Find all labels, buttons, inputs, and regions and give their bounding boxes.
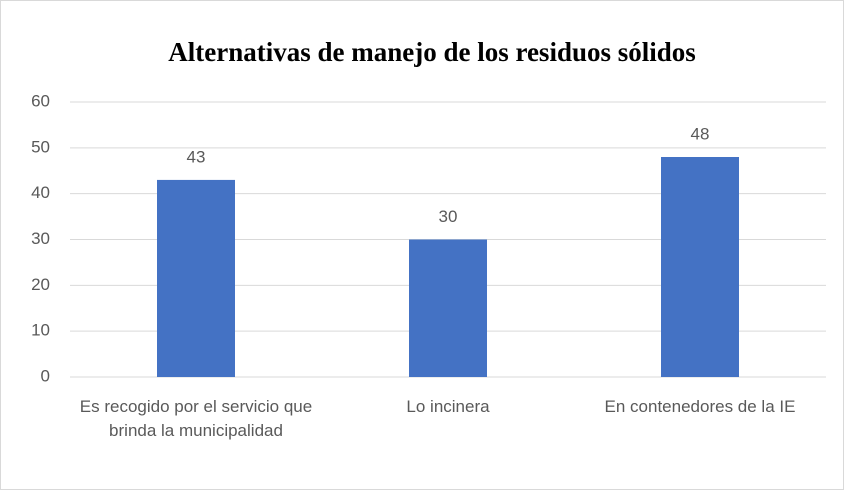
- x-tick-label: Lo incinera: [406, 397, 490, 416]
- y-tick-label: 20: [31, 275, 50, 294]
- x-tick-label: En contenedores de la IE: [604, 397, 796, 416]
- bar: [409, 239, 487, 377]
- bar: [157, 179, 235, 377]
- y-tick-label: 0: [41, 366, 50, 385]
- y-tick-label: 50: [31, 137, 50, 156]
- y-tick-label: 30: [31, 229, 50, 248]
- chart-title: Alternativas de manejo de los residuos s…: [168, 37, 696, 67]
- y-tick-label: 60: [31, 91, 50, 110]
- x-tick-label: Es recogido por el servicio que brinda l…: [79, 397, 313, 440]
- data-label: 30: [439, 207, 458, 226]
- y-tick-label: 40: [31, 183, 50, 202]
- data-label: 43: [187, 147, 206, 166]
- y-tick-label: 10: [31, 321, 50, 340]
- bar: [661, 157, 739, 377]
- data-label: 48: [691, 124, 710, 143]
